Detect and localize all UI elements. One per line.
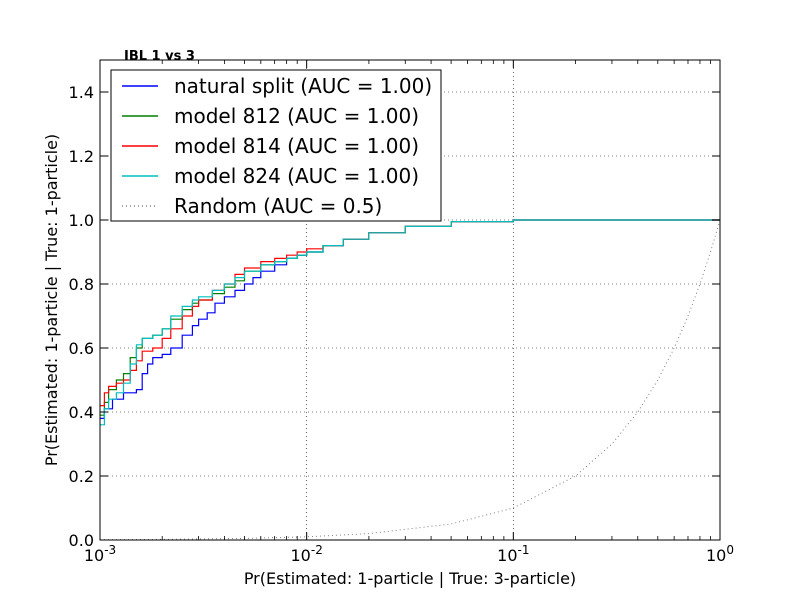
y-tick-label: 1.4 [69,83,94,102]
x-tick-base: 10 [497,546,517,565]
chart-title: IBL 1 vs 3 [124,49,195,64]
y-tick-label: 0.6 [69,339,94,358]
x-tick-label: 100 [706,543,734,565]
y-tick-label: 1.2 [69,147,94,166]
x-tick-exponent: -1 [518,543,530,557]
x-tick-label: 10-3 [84,543,116,565]
x-axis-label: Pr(Estimated: 1-particle | True: 3-parti… [244,569,576,588]
x-tick-base: 10 [706,546,726,565]
y-tick-label: 0.8 [69,275,94,294]
x-tick-base: 10 [84,546,104,565]
legend-entry-label: model 812 (AUC = 1.00) [174,104,419,128]
legend: natural split (AUC = 1.00) model 812 (AUC… [110,69,442,222]
x-tick-exponent: -3 [104,543,116,557]
series-lines [99,219,721,541]
legend-entry-label: Random (AUC = 0.5) [174,194,382,218]
x-tick-exponent: 0 [726,543,734,557]
legend-box [110,69,442,222]
x-tick-label: 10-2 [291,543,323,565]
y-tick-label: 0.2 [69,467,94,486]
y-axis-label: Pr(Estimated: 1-particle | True: 1-parti… [42,134,61,466]
x-tick-base: 10 [291,546,311,565]
plot-frame [99,59,721,541]
y-tick-label: 0.0 [69,531,94,550]
x-tick-label: 10-1 [497,543,529,565]
legend-entry-label: model 814 (AUC = 1.00) [174,134,419,158]
legend-entry-label: natural split (AUC = 1.00) [174,74,432,98]
x-tick-exponent: -2 [311,543,323,557]
y-tick-label: 1.0 [69,211,94,230]
series-line [100,219,720,426]
legend-entry-label: model 824 (AUC = 1.00) [174,164,419,188]
y-tick-label: 0.4 [69,403,94,422]
